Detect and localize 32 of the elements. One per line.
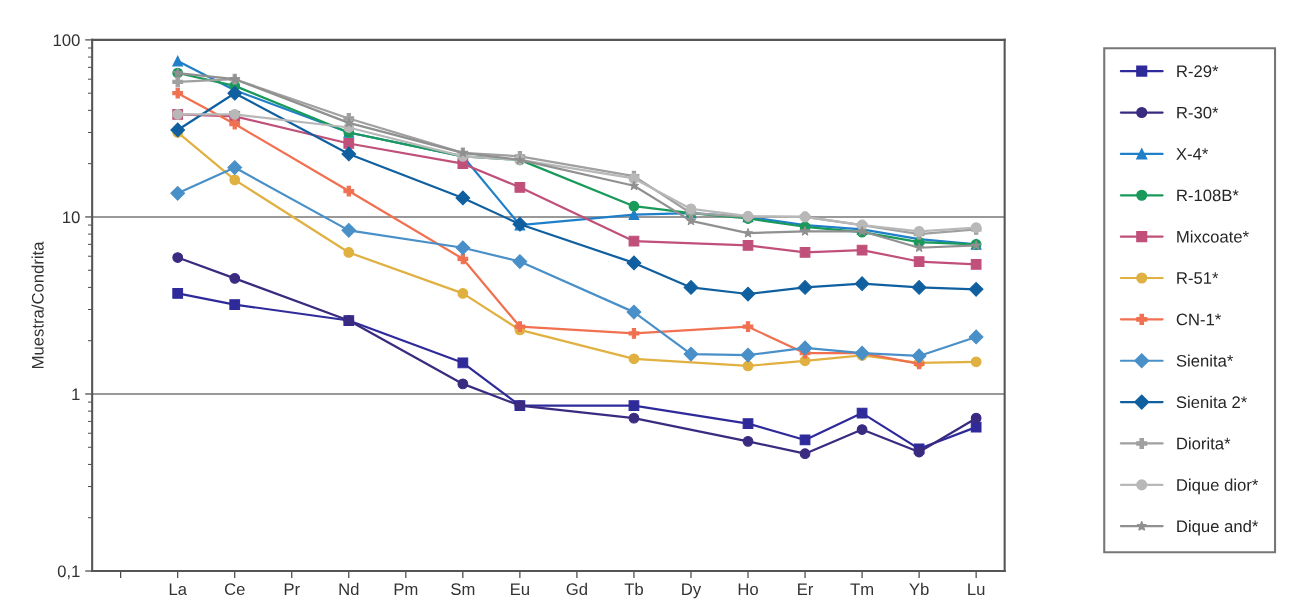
x-tick-label: Eu [511,583,529,596]
legend-label: Diorita* [1177,437,1231,450]
legend-label: Mixcoate* [1177,230,1249,243]
x-tick-label: La [169,583,187,596]
x-tick-label: Tb [624,582,643,596]
legend-label: R-51* [1177,272,1219,284]
x-tick-label: Er [798,583,814,595]
x-tick-label: Sm [451,583,475,596]
x-tick-label: Ce [224,583,245,596]
x-tick-label: Pr [284,583,300,595]
x-tick-label: Yb [909,582,929,596]
x-tick-label: Dy [682,583,702,599]
legend-label: X-4* [1176,148,1209,160]
x-tick-label: Pm [394,583,418,595]
y-axis-title: Muestra/Condrita [31,241,44,369]
x-tick-label: Lu [968,583,985,596]
x-tick-label: Ho [738,583,758,596]
legend-label: CN-1* [1176,313,1222,326]
legend-label: Sienita 2* [1176,395,1247,409]
legend-label: Sienita* [1176,354,1234,367]
legend-label: R-29* [1177,65,1219,78]
x-tick-label: Tm [850,583,874,595]
legend-label: R-108B* [1177,189,1239,202]
x-tick-label: Nd [339,582,359,596]
legend-label: R-30* [1177,106,1219,119]
y-tick-label: 0,1 [57,565,80,580]
y-tick-label: 1 [72,388,80,401]
y-tick-label: 100 [53,34,80,47]
x-tick-label: Gd [566,582,587,596]
legend-label: Dique and* [1177,519,1259,536]
y-tick-label: 10 [63,211,80,224]
legend-label: Dique dior* [1177,478,1259,495]
